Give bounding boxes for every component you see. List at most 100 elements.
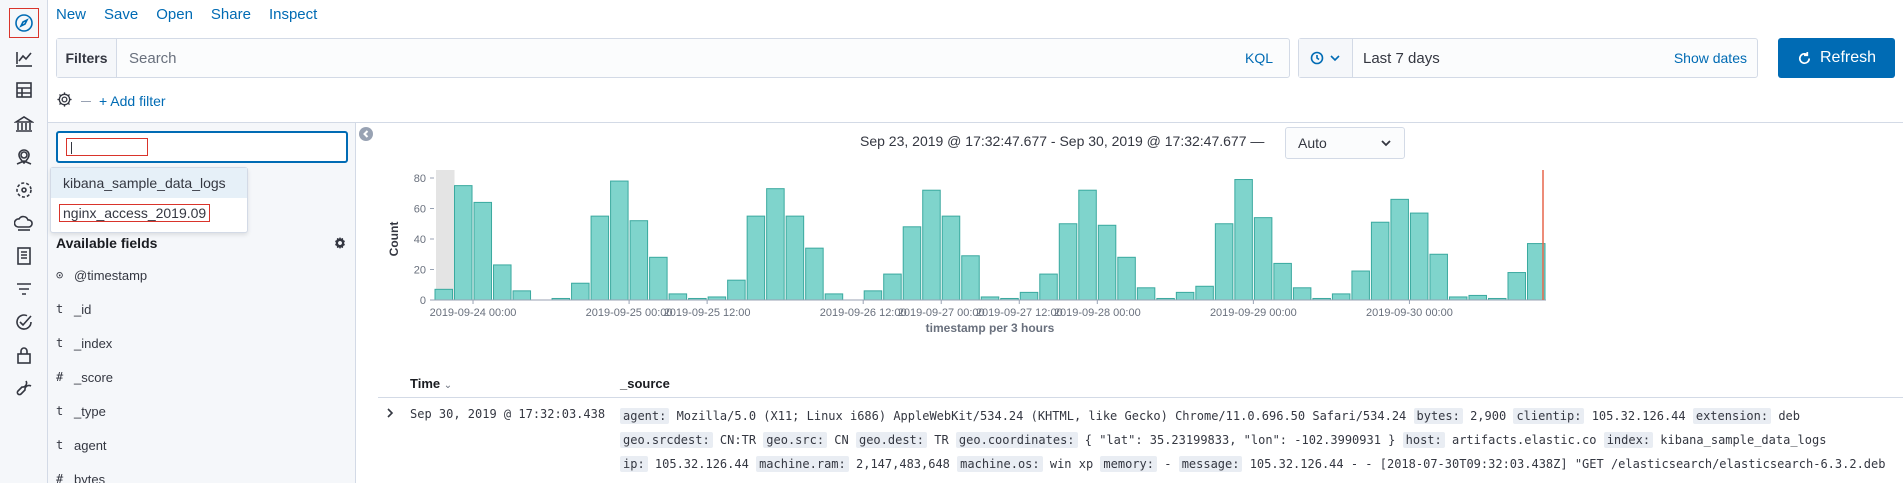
- filters-label: Filters: [57, 39, 117, 77]
- inspect-link[interactable]: Inspect: [268, 6, 318, 23]
- index-pattern-input[interactable]: [56, 131, 348, 163]
- x-tick-label: 2019-09-25 12:00: [664, 307, 751, 319]
- header-divider: [48, 122, 1903, 123]
- source-field-key: message:: [1178, 456, 1243, 472]
- x-axis-label: timestamp per 3 hours: [926, 321, 1055, 335]
- kql-toggle[interactable]: KQL: [1244, 50, 1273, 66]
- field-item[interactable]: t agent: [56, 428, 348, 462]
- search-input[interactable]: [117, 39, 1229, 77]
- source-field: host: artifacts.elastic.co: [1402, 432, 1604, 448]
- apm-icon[interactable]: [9, 274, 39, 304]
- field-name: agent: [74, 437, 107, 453]
- filter-divider: [81, 100, 91, 102]
- field-type-icon: #: [56, 370, 64, 384]
- source-field: agent: Mozilla/5.0 (X11; Linux i686) App…: [620, 408, 1414, 424]
- date-range-value[interactable]: Last 7 days: [1363, 49, 1440, 67]
- y-tick-label: 0: [420, 295, 426, 307]
- source-field-value: CN:TR: [712, 433, 764, 447]
- source-field-key: ip:: [620, 456, 648, 472]
- index-option[interactable]: nginx_access_2019.09: [51, 198, 247, 228]
- source-field-value: deb: [1771, 409, 1800, 423]
- expand-row-icon[interactable]: [384, 407, 396, 419]
- field-item[interactable]: # _score: [56, 360, 348, 394]
- source-field-key: index:: [1603, 432, 1654, 448]
- table-row: Sep 30, 2019 @ 17:32:03.438 agent: Mozil…: [378, 400, 1903, 483]
- sort-caret-icon[interactable]: ⌄: [443, 380, 453, 391]
- share-link[interactable]: Share: [210, 6, 251, 23]
- x-tick-label: 2019-09-27 00:00: [898, 307, 985, 319]
- histogram-bar: [512, 290, 532, 301]
- dev-tools-icon[interactable]: [9, 373, 39, 403]
- histogram-bar: [1409, 212, 1429, 301]
- field-type-icon: t: [56, 404, 64, 418]
- ml-icon[interactable]: [9, 175, 39, 205]
- histogram-bar: [434, 288, 454, 301]
- y-tick-label: 40: [414, 234, 426, 246]
- infrastructure-icon[interactable]: [9, 208, 39, 238]
- field-item[interactable]: t _index: [56, 326, 348, 360]
- field-name: _type: [74, 403, 106, 419]
- index-option[interactable]: kibana_sample_data_logs: [51, 168, 247, 198]
- side-nav: [0, 0, 48, 483]
- field-name: _score: [74, 369, 114, 385]
- source-field-value: { "lat": 35.23199833, "lon": -102.399093…: [1077, 433, 1403, 447]
- uptime-icon[interactable]: [9, 307, 39, 337]
- filter-row: + Add filter: [56, 90, 166, 112]
- chevron-down-icon: [1381, 140, 1391, 147]
- add-filter-button[interactable]: + Add filter: [99, 93, 166, 109]
- source-field-key: geo.dest:: [855, 432, 928, 448]
- histogram-chart: 0 20 40 60 80 2019-09-24 00:00 2019-09-25 00:0…: [387, 170, 1546, 335]
- histogram-bar: [1117, 256, 1136, 301]
- histogram-bar: [1370, 221, 1390, 301]
- time-column-header[interactable]: Time ⌄: [410, 376, 452, 391]
- histogram-bar: [941, 215, 961, 301]
- discover-icon[interactable]: [9, 8, 39, 38]
- save-link[interactable]: Save: [104, 6, 139, 23]
- field-type-icon: t: [56, 438, 64, 452]
- index-pattern-input-highlight: [66, 138, 148, 156]
- histogram-bar: [785, 215, 805, 301]
- open-link[interactable]: Open: [156, 6, 193, 23]
- field-item[interactable]: t _id: [56, 292, 348, 326]
- histogram-bar: [668, 293, 688, 301]
- canvas-icon[interactable]: [9, 109, 39, 139]
- dashboard-icon[interactable]: [9, 75, 39, 105]
- field-sidebar: kibana_sample_data_logs nginx_access_201…: [48, 123, 356, 483]
- source-field-value: Mozilla/5.0 (X11; Linux i686) AppleWebKi…: [669, 409, 1414, 423]
- histogram-bar: [727, 279, 746, 301]
- source-field-value: TR: [927, 433, 956, 447]
- show-dates-link[interactable]: Show dates: [1673, 50, 1747, 66]
- histogram-bar: [454, 185, 473, 301]
- histogram-bar: [1195, 285, 1214, 301]
- x-tick-label: 2019-09-30 00:00: [1366, 307, 1453, 319]
- histogram-bar: [1039, 273, 1058, 301]
- visualize-icon[interactable]: [9, 43, 39, 73]
- source-field-key: machine.os:: [957, 456, 1043, 472]
- gear-icon[interactable]: [56, 91, 73, 111]
- source-field: ip: 105.32.126.44: [620, 456, 756, 472]
- source-field: geo.dest: TR: [855, 432, 956, 448]
- new-link[interactable]: New: [56, 6, 87, 23]
- field-item[interactable]: # bytes: [56, 462, 348, 483]
- collapse-sidebar-button[interactable]: [359, 127, 373, 141]
- field-settings-gear-icon[interactable]: [334, 236, 348, 250]
- histogram-bar: [1175, 291, 1195, 301]
- refresh-button[interactable]: Refresh: [1778, 38, 1895, 78]
- quick-menu-button[interactable]: [1299, 39, 1353, 77]
- logs-icon[interactable]: [9, 241, 39, 271]
- siem-icon[interactable]: [9, 340, 39, 370]
- source-field: geo.srcdest: CN:TR: [620, 432, 763, 448]
- field-item[interactable]: t _type: [56, 394, 348, 428]
- maps-icon[interactable]: [9, 142, 39, 172]
- source-field-value: CN: [827, 433, 856, 447]
- x-tick-label: 2019-09-26 12:00: [820, 307, 907, 319]
- interval-select[interactable]: Auto: [1285, 127, 1405, 159]
- field-item[interactable]: ⊙ @timestamp: [56, 258, 348, 292]
- histogram-bar: [1468, 294, 1487, 301]
- histogram-bar: [1351, 270, 1370, 301]
- field-list: ⊙ @timestamp t _id t _index # _score t _type …: [56, 258, 348, 483]
- source-field-value: 105.32.126.44 - - [2018-07-30T09:32:03.4…: [1242, 457, 1886, 471]
- histogram-bar: [1136, 287, 1156, 301]
- available-fields-title: Available fields: [56, 235, 158, 251]
- source-field: geo.src: CN: [763, 432, 856, 448]
